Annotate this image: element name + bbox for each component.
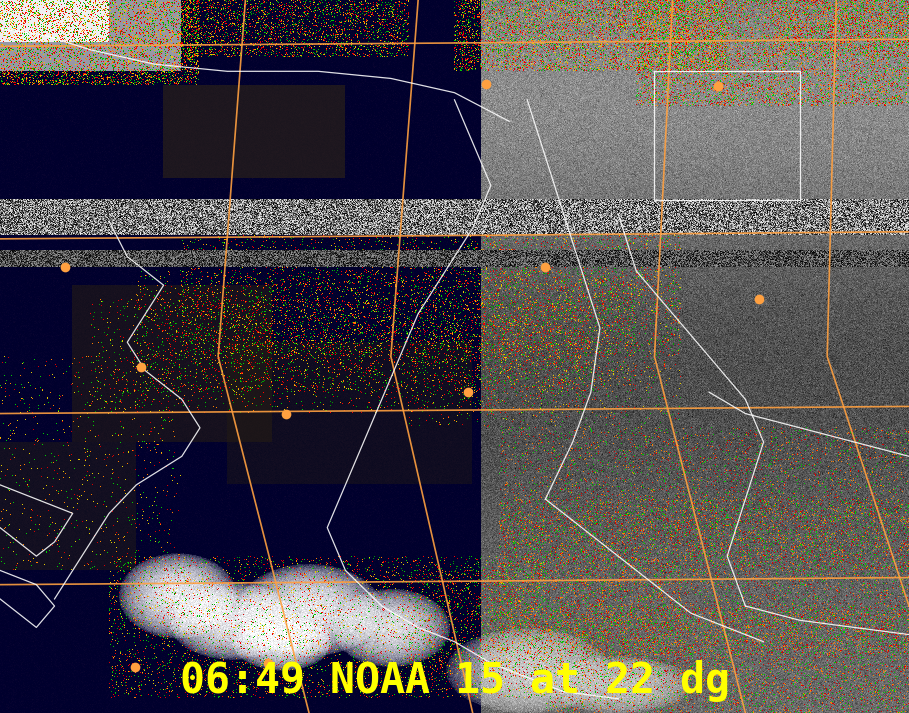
Text: 06:49 NOAA 15 at 22 dg: 06:49 NOAA 15 at 22 dg: [179, 660, 730, 702]
